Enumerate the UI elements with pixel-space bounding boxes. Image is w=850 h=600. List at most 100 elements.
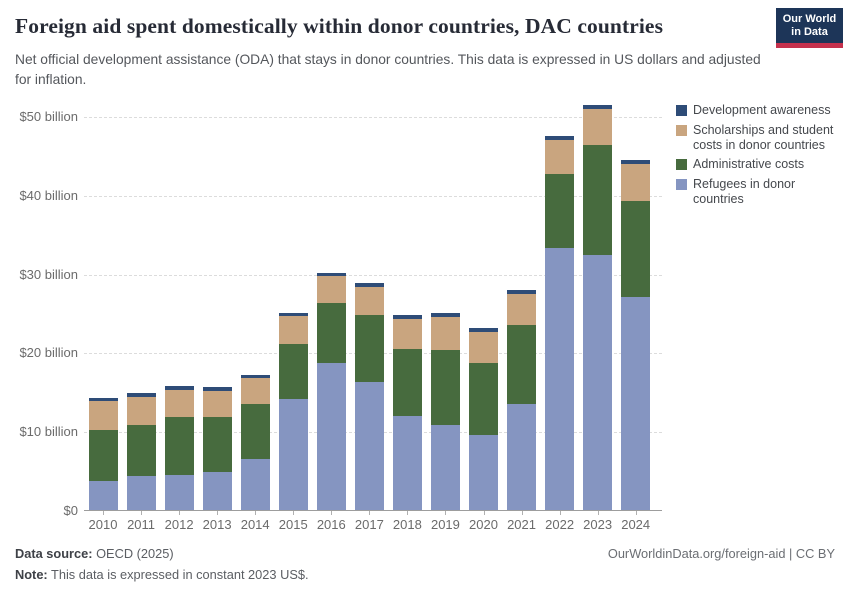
y-tick-label: $40 billion <box>19 187 78 203</box>
bar-segment[interactable] <box>469 331 498 363</box>
bar-segment[interactable] <box>583 145 613 255</box>
legend-label: Development awareness <box>693 103 831 117</box>
bar-2019[interactable] <box>430 313 460 510</box>
legend-item[interactable]: Refugees in donor countries <box>676 177 844 207</box>
bar-segment[interactable] <box>469 362 498 436</box>
bar-segment[interactable] <box>164 417 194 476</box>
bar-segment[interactable] <box>126 397 156 425</box>
legend-item[interactable]: Development awareness <box>676 103 844 118</box>
bar-segment[interactable] <box>278 316 308 344</box>
bar-segment[interactable] <box>202 387 232 392</box>
bar-segment[interactable] <box>316 272 346 276</box>
bar-2017[interactable] <box>354 283 384 510</box>
x-axis-tick <box>331 511 333 515</box>
bar-2013[interactable] <box>202 387 232 510</box>
bar-segment[interactable] <box>202 472 232 510</box>
bar-segment[interactable] <box>240 458 270 510</box>
page-subtitle: Net official development assistance (ODA… <box>15 52 761 87</box>
bar-segment[interactable] <box>126 424 156 477</box>
bar-2024[interactable] <box>621 160 651 510</box>
bar-2012[interactable] <box>164 386 194 510</box>
owid-logo-line2: in Data <box>791 25 828 38</box>
bar-2015[interactable] <box>278 313 308 510</box>
bar-segment[interactable] <box>240 375 270 379</box>
bar-segment[interactable] <box>164 390 194 418</box>
bar-segment[interactable] <box>545 135 575 140</box>
legend-label: Refugees in donor countries <box>693 177 796 206</box>
bar-segment[interactable] <box>316 276 346 303</box>
bar-segment[interactable] <box>354 314 384 383</box>
bar-2011[interactable] <box>126 393 156 510</box>
bar-segment[interactable] <box>240 404 270 459</box>
x-tick-label-2018: 2018 <box>392 517 422 532</box>
bar-segment[interactable] <box>583 254 613 510</box>
owid-logo[interactable]: Our World in Data <box>776 8 843 48</box>
legend-label: Administrative costs <box>693 157 805 172</box>
bar-2010[interactable] <box>88 398 118 510</box>
y-tick-label: $0 <box>63 503 78 518</box>
bar-segment[interactable] <box>392 349 422 417</box>
bar-segment[interactable] <box>430 424 460 510</box>
bar-segment[interactable] <box>202 417 232 473</box>
bar-segment[interactable] <box>240 378 270 405</box>
bar-segment[interactable] <box>507 294 537 325</box>
bar-segment[interactable] <box>354 382 384 510</box>
bar-segment[interactable] <box>392 314 422 319</box>
bar-segment[interactable] <box>164 386 194 391</box>
x-axis-tick <box>483 511 485 515</box>
bar-2023[interactable] <box>583 105 613 510</box>
legend-swatch <box>676 179 687 190</box>
bar-segment[interactable] <box>88 480 118 510</box>
bar-segment[interactable] <box>354 287 384 315</box>
bar-segment[interactable] <box>430 313 460 317</box>
bar-2021[interactable] <box>507 290 537 510</box>
bar-segment[interactable] <box>88 401 118 431</box>
bar-segment[interactable] <box>278 398 308 510</box>
bar-segment[interactable] <box>469 435 498 510</box>
x-tick-label-2017: 2017 <box>354 517 384 532</box>
plot-area <box>84 105 662 515</box>
bar-segment[interactable] <box>507 324 537 405</box>
bar-segment[interactable] <box>430 350 460 425</box>
bar-segment[interactable] <box>507 290 537 295</box>
owid-cc-link[interactable]: OurWorldinData.org/foreign-aid | CC BY <box>607 546 835 561</box>
x-tick-label-2020: 2020 <box>469 517 498 532</box>
bar-segment[interactable] <box>278 313 308 317</box>
bar-segment[interactable] <box>392 318 422 350</box>
bar-segment[interactable] <box>354 283 384 288</box>
page-title: Foreign aid spent domestically within do… <box>15 14 664 38</box>
bar-segment[interactable] <box>126 476 156 510</box>
bar-segment[interactable] <box>430 316 460 351</box>
bar-segment[interactable] <box>583 105 613 109</box>
bar-segment[interactable] <box>202 391 232 418</box>
data-source-label: Data source: <box>15 546 93 561</box>
legend-item[interactable]: Scholarships and student costs in donor … <box>676 123 844 153</box>
bar-segment[interactable] <box>545 139 575 174</box>
bar-segment[interactable] <box>88 430 118 481</box>
x-axis-tick <box>293 511 295 515</box>
bar-segment[interactable] <box>164 475 194 510</box>
bar-segment[interactable] <box>621 297 651 510</box>
bar-segment[interactable] <box>278 343 308 399</box>
legend-item[interactable]: Administrative costs <box>676 157 844 172</box>
bar-segment[interactable] <box>392 416 422 510</box>
bar-2018[interactable] <box>392 314 422 510</box>
bar-segment[interactable] <box>316 362 346 510</box>
legend-swatch <box>676 105 687 116</box>
bar-segment[interactable] <box>583 108 613 146</box>
bar-segment[interactable] <box>621 160 651 165</box>
bar-segment[interactable] <box>469 328 498 332</box>
bar-segment[interactable] <box>507 404 537 510</box>
bar-2022[interactable] <box>545 135 575 510</box>
bar-2014[interactable] <box>240 375 270 510</box>
bar-segment[interactable] <box>126 393 156 398</box>
bar-segment[interactable] <box>545 248 575 510</box>
bar-2016[interactable] <box>316 272 346 510</box>
bar-2020[interactable] <box>469 328 498 510</box>
bar-segment[interactable] <box>621 201 651 298</box>
bar-segment[interactable] <box>545 173 575 249</box>
bar-segment[interactable] <box>316 302 346 363</box>
bar-segment[interactable] <box>621 164 651 202</box>
bar-segment[interactable] <box>88 398 118 402</box>
x-tick-label-2024: 2024 <box>621 517 651 532</box>
